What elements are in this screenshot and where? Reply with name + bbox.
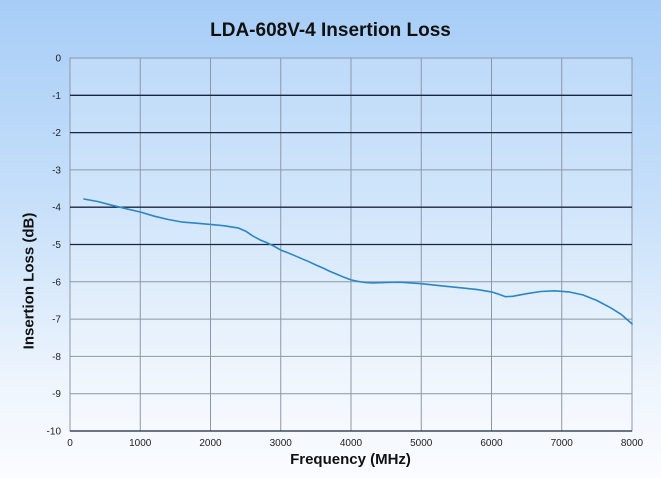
y-tick-label: -7 xyxy=(52,315,61,326)
y-axis-label: Insertion Loss (dB) xyxy=(20,212,38,350)
x-tick-label: 0 xyxy=(67,438,73,449)
y-tick-label: -4 xyxy=(52,203,61,214)
y-tick-label: -5 xyxy=(52,240,61,251)
y-tick-label: -9 xyxy=(52,389,61,400)
y-tick-label: -8 xyxy=(52,352,61,363)
x-tick-label: 2000 xyxy=(199,438,222,449)
y-tick-label: -2 xyxy=(52,128,61,139)
series-group xyxy=(83,198,633,325)
y-tick-label: -1 xyxy=(52,91,61,102)
y-tick-label: -10 xyxy=(47,427,62,438)
x-axis-label: Frequency (MHz) xyxy=(290,451,411,468)
y-tick-label: 0 xyxy=(55,54,61,65)
x-tick-label: 6000 xyxy=(480,438,503,449)
chart-title: LDA-608V-4 Insertion Loss xyxy=(210,20,451,41)
x-tick-label: 5000 xyxy=(410,438,433,449)
series-line-insertion-loss xyxy=(83,198,633,325)
y-axis-ticks: 0 -1 -2 -3 -4 -5 -6 -7 -8 -9 -10 xyxy=(47,54,62,438)
x-tick-label: 4000 xyxy=(340,438,363,449)
x-tick-label: 1000 xyxy=(129,438,152,449)
grid xyxy=(70,58,632,432)
x-tick-label: 3000 xyxy=(270,438,293,449)
y-tick-label: -6 xyxy=(52,277,61,288)
x-axis-ticks: 0 1000 2000 3000 4000 5000 6000 7000 8000 xyxy=(67,438,643,449)
x-tick-label: 8000 xyxy=(621,438,644,449)
y-tick-label: -3 xyxy=(52,165,61,176)
x-tick-label: 7000 xyxy=(551,438,574,449)
